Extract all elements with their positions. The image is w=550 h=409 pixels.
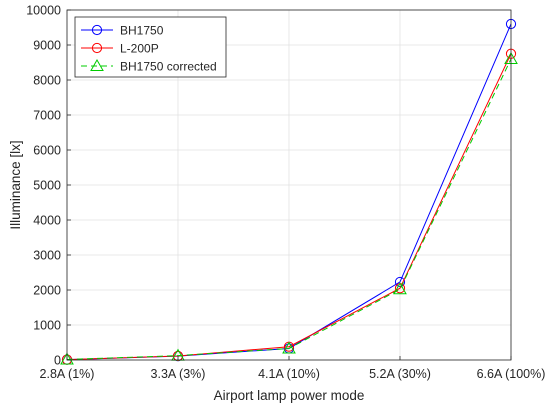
y-tick-label: 4000 [33, 214, 61, 228]
legend-label: L-200P [120, 42, 159, 56]
y-tick-label: 7000 [33, 109, 61, 123]
y-tick-label: 9000 [33, 39, 61, 53]
y-tick-label: 0 [54, 354, 61, 368]
y-tick-label: 3000 [33, 249, 61, 263]
x-tick-label: 4.1A (10%) [258, 367, 320, 381]
series-3 [60, 51, 518, 365]
x-tick-label: 5.2A (30%) [369, 367, 431, 381]
x-axis-title: Airport lamp power mode [214, 388, 365, 403]
y-axis-title: Illuminance [lx] [8, 140, 23, 229]
legend: BH1750 L-200P BH1750 corrected [74, 16, 227, 78]
x-tick-label: 3.3A (3%) [151, 367, 206, 381]
legend-label: BH1750 [120, 24, 164, 38]
tick-labels: 0 1000 2000 3000 4000 5000 6000 7000 8000 9000 100… [26, 4, 545, 382]
data-point [394, 276, 406, 288]
y-tick-label: 1000 [33, 319, 61, 333]
x-tick-label: 2.8A (1%) [40, 367, 95, 381]
legend-marker [91, 24, 103, 36]
data-point [60, 352, 74, 365]
y-tick-label: 6000 [33, 144, 61, 158]
y-tick-label: 2000 [33, 284, 61, 298]
legend-marker [91, 42, 103, 54]
y-tick-label: 10000 [26, 4, 61, 18]
series-line [66, 58, 512, 360]
y-tick-label: 5000 [33, 179, 61, 193]
x-tick-label: 6.6A (100%) [477, 367, 546, 381]
data-point [282, 341, 296, 354]
series-group [60, 18, 518, 365]
data-point [393, 282, 407, 295]
y-tick-label: 8000 [33, 74, 61, 88]
legend-label: BH1750 corrected [120, 60, 217, 74]
legend-marker [90, 58, 104, 71]
